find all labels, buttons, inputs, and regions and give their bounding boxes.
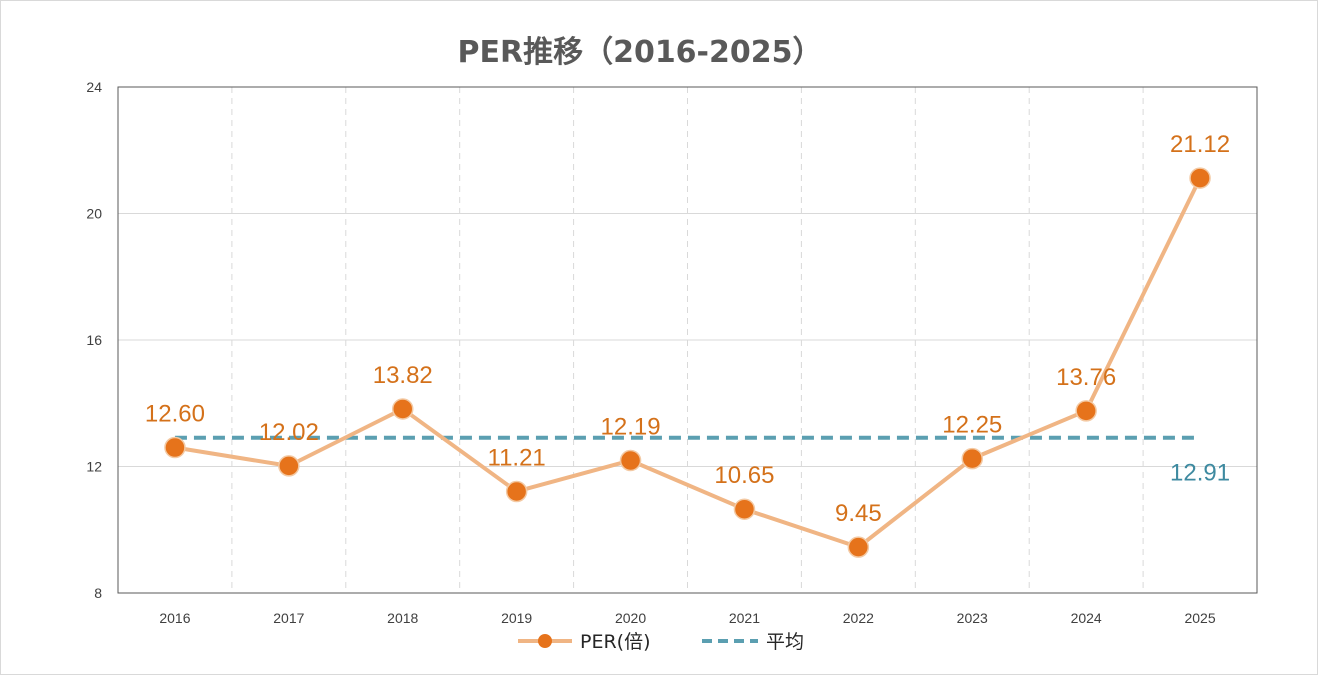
per-data-point (847, 536, 870, 558)
x-tick-label: 2025 (1184, 610, 1215, 626)
per-data-label: 12.25 (942, 412, 1002, 439)
per-data-label: 10.65 (714, 462, 774, 489)
per-data-label: 13.76 (1056, 364, 1116, 391)
chart-title: PER推移（2016-2025） (457, 35, 822, 70)
per-data-point (505, 480, 528, 503)
average-series: 12.91 (174, 435, 1230, 487)
y-tick-label: 8 (94, 585, 102, 601)
legend-per-marker-swatch (538, 634, 552, 648)
per-data-label: 13.82 (373, 362, 433, 389)
per-series: 12.60 12.02 13.82 11.21 12.19 10.65 9.45 12.25 1… (145, 131, 1230, 558)
y-tick-label: 24 (86, 79, 102, 95)
per-data-point (1075, 400, 1097, 422)
legend: PER(倍) 平均 (518, 631, 804, 653)
x-tick-label: 2019 (501, 610, 532, 626)
per-data-point (1189, 167, 1211, 189)
per-data-point (961, 447, 983, 470)
per-data-point (164, 436, 186, 459)
per-data-point (278, 455, 300, 477)
per-data-point (392, 398, 414, 420)
x-tick-label: 2024 (1071, 610, 1102, 626)
plot-area-border (117, 86, 1258, 594)
x-tick-label: 2020 (615, 610, 646, 626)
x-tick-label: 2016 (159, 610, 190, 626)
y-tick-label: 12 (86, 459, 102, 475)
per-data-point (733, 498, 756, 520)
y-axis-ticks: 8 12 16 20 24 (86, 79, 102, 601)
x-tick-label: 2021 (729, 610, 760, 626)
per-data-label: 11.21 (488, 444, 546, 471)
per-data-label: 12.60 (145, 401, 205, 428)
x-tick-label: 2023 (957, 610, 988, 626)
per-data-point (619, 449, 642, 472)
per-data-label: 12.19 (601, 413, 661, 440)
legend-per-label: PER(倍) (580, 631, 651, 653)
legend-average-label: 平均 (766, 631, 804, 653)
per-series-line (174, 177, 1202, 550)
average-value-label: 12.91 (1170, 460, 1230, 487)
y-tick-label: 16 (86, 332, 102, 348)
x-axis-ticks: 2016 2017 2018 2019 2020 2021 2022 2023 2024 2025 (159, 610, 1215, 626)
per-data-label: 9.45 (835, 500, 882, 527)
x-tick-label: 2022 (843, 610, 874, 626)
grid (117, 86, 1258, 594)
per-data-label: 12.02 (259, 419, 319, 446)
y-tick-label: 20 (86, 206, 102, 222)
x-tick-label: 2018 (387, 610, 418, 626)
per-data-label: 21.12 (1170, 131, 1230, 158)
x-tick-label: 2017 (273, 610, 304, 626)
